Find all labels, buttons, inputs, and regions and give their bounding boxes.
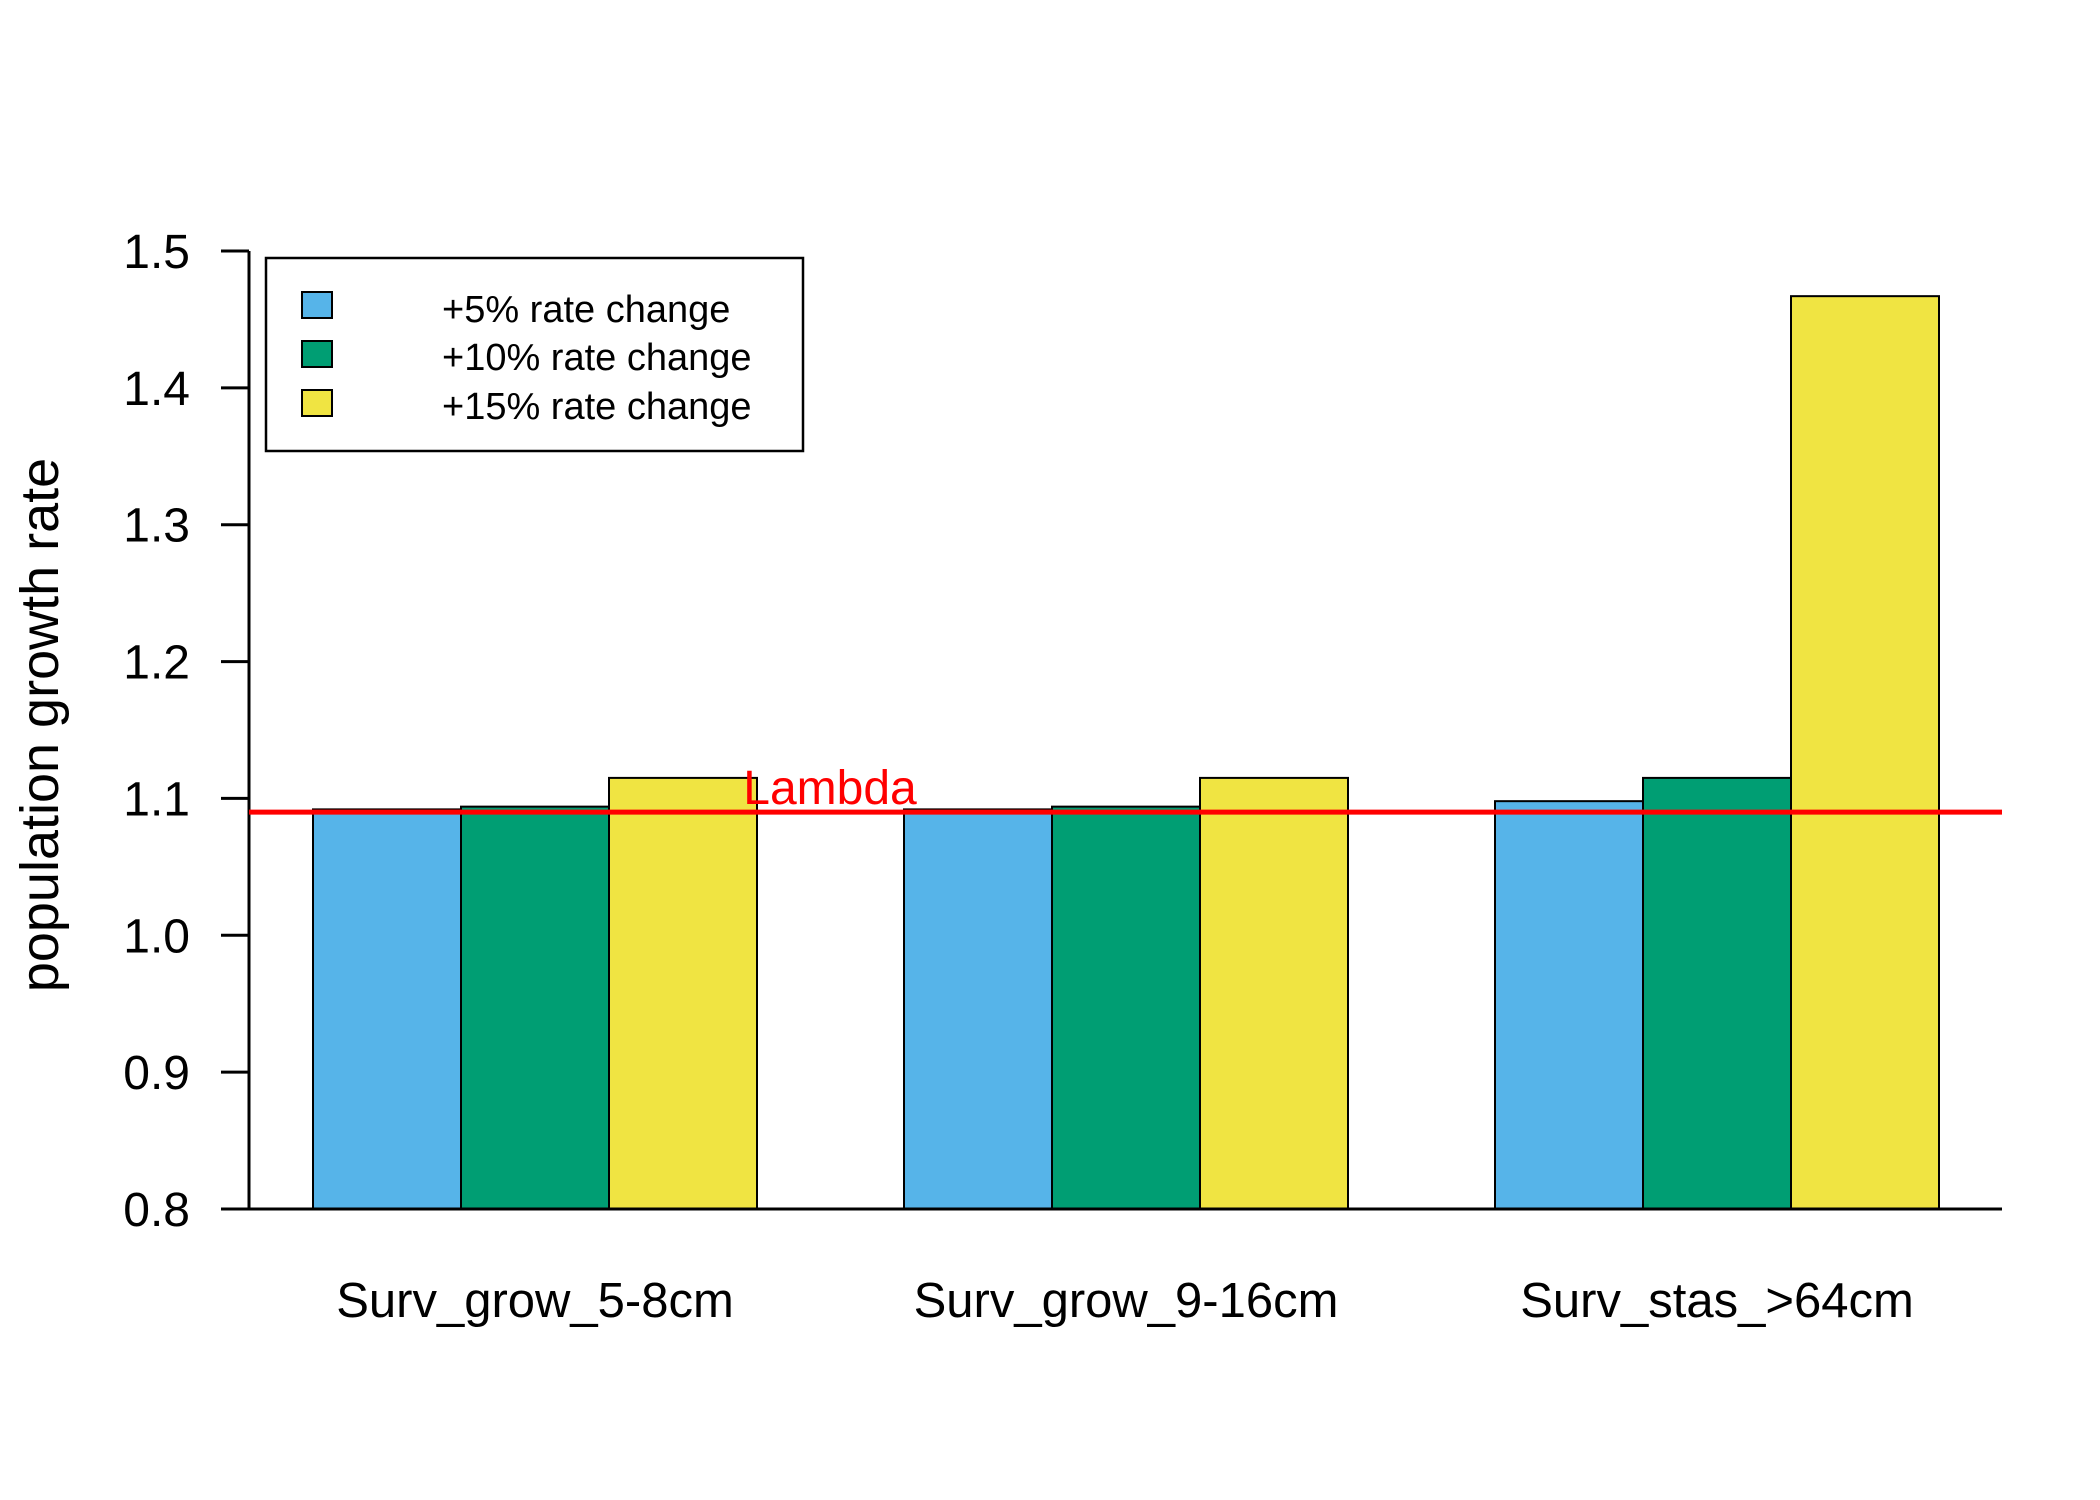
- y-tick-label-2: 1.0: [123, 910, 190, 963]
- legend-swatch-2: [301, 389, 333, 417]
- bar-1-1: [1051, 805, 1201, 1210]
- bar-0-0: [312, 808, 462, 1210]
- bar-0-1: [460, 805, 610, 1210]
- x-category-label-2: Surv_stas_>64cm: [1520, 1274, 1914, 1328]
- legend-swatch-0: [301, 291, 333, 319]
- reference-line-layer: Lambda: [249, 762, 2002, 815]
- y-tick-label-5: 1.3: [123, 500, 190, 553]
- legend-label-2: +15% rate change: [442, 386, 752, 428]
- legend-label-0: +5% rate change: [442, 289, 730, 331]
- bar-1-0: [903, 808, 1053, 1210]
- y-tick-label-0: 0.8: [123, 1184, 190, 1237]
- legend-swatch-1: [301, 340, 333, 368]
- bar-1-2: [1199, 776, 1349, 1211]
- bar-2-1: [1642, 776, 1792, 1211]
- y-tick-label-6: 1.4: [123, 363, 190, 416]
- axis-layer: 0.8 0.9 1.0 1.1 1.2 1.3 1.4 1.5 Surv_grow_5-8cm S…: [123, 226, 2002, 1328]
- y-tick-label-4: 1.2: [123, 637, 190, 690]
- lambda-reference-label: Lambda: [743, 762, 917, 815]
- y-axis-title: population growth rate: [10, 458, 70, 992]
- legend: +5% rate change +10% rate change +15% ra…: [264, 256, 805, 453]
- legend-box: [264, 256, 805, 453]
- bar-2-0: [1494, 800, 1644, 1210]
- bar-0-2: [608, 776, 758, 1211]
- legend-label-1: +10% rate change: [442, 337, 752, 379]
- y-tick-label-7: 1.5: [123, 226, 190, 279]
- bars-layer: [312, 295, 1940, 1211]
- y-tick-label-1: 0.9: [123, 1047, 190, 1100]
- x-category-label-0: Surv_grow_5-8cm: [336, 1274, 734, 1328]
- bar-2-2: [1790, 295, 1940, 1211]
- y-tick-label-3: 1.1: [123, 773, 190, 826]
- x-category-label-1: Surv_grow_9-16cm: [914, 1274, 1339, 1328]
